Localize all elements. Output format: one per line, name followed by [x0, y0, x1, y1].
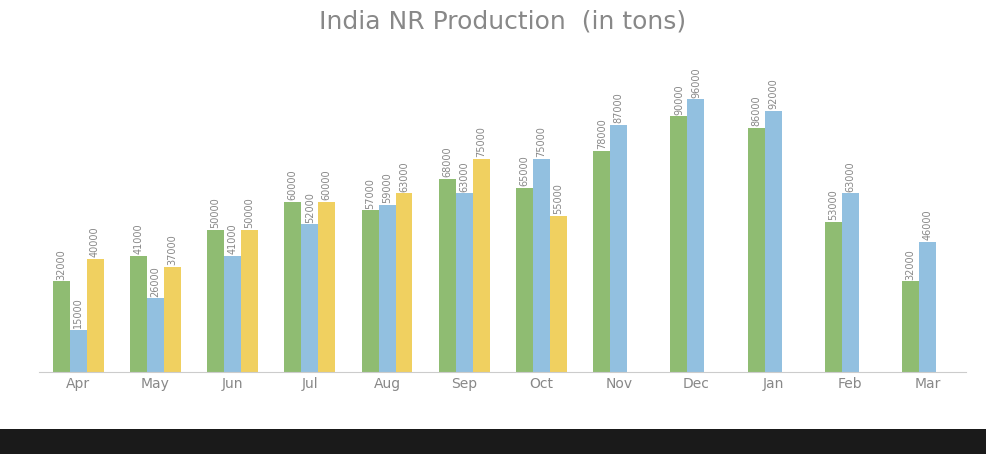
Bar — [919, 242, 936, 372]
Bar — [302, 224, 318, 372]
Text: 86000: 86000 — [751, 95, 761, 126]
Text: 75000: 75000 — [536, 127, 546, 158]
Text: 53000: 53000 — [828, 189, 838, 220]
Bar — [241, 230, 258, 372]
Text: 65000: 65000 — [520, 155, 529, 186]
Bar — [533, 159, 550, 372]
Bar — [87, 259, 104, 372]
Text: 55000: 55000 — [553, 183, 563, 214]
Bar — [516, 188, 533, 372]
Bar — [825, 222, 842, 372]
Bar — [670, 117, 687, 372]
Text: 46000: 46000 — [923, 209, 933, 240]
Bar — [70, 330, 87, 372]
Text: 41000: 41000 — [228, 223, 238, 254]
Text: 78000: 78000 — [597, 118, 606, 149]
Bar — [224, 256, 241, 372]
Text: 40000: 40000 — [90, 226, 100, 257]
Text: 26000: 26000 — [150, 266, 161, 296]
Text: 37000: 37000 — [168, 235, 177, 266]
Text: 57000: 57000 — [365, 178, 375, 208]
Bar — [472, 159, 490, 372]
Text: 63000: 63000 — [459, 161, 469, 192]
Bar — [362, 210, 379, 372]
Text: 92000: 92000 — [768, 79, 778, 109]
Bar — [207, 230, 224, 372]
Bar — [147, 298, 164, 372]
Text: 90000: 90000 — [674, 84, 684, 115]
Bar — [765, 111, 782, 372]
Title: India NR Production  (in tons): India NR Production (in tons) — [319, 10, 686, 34]
Bar — [456, 193, 472, 372]
Text: 50000: 50000 — [245, 197, 254, 228]
Bar — [550, 216, 567, 372]
Bar — [130, 256, 147, 372]
Text: 60000: 60000 — [321, 169, 331, 200]
Text: 96000: 96000 — [691, 67, 701, 98]
Bar — [379, 205, 395, 372]
Text: 60000: 60000 — [288, 169, 298, 200]
Text: 75000: 75000 — [476, 127, 486, 158]
Text: 59000: 59000 — [382, 172, 392, 203]
Text: 63000: 63000 — [399, 161, 409, 192]
Text: 32000: 32000 — [56, 249, 66, 280]
Bar — [318, 202, 335, 372]
Text: 32000: 32000 — [906, 249, 916, 280]
Text: 52000: 52000 — [305, 192, 315, 223]
Bar — [610, 125, 627, 372]
Bar — [687, 99, 704, 372]
Bar — [284, 202, 302, 372]
Bar — [902, 281, 919, 372]
Text: 63000: 63000 — [845, 161, 856, 192]
Bar — [439, 179, 456, 372]
Bar — [594, 151, 610, 372]
Text: 50000: 50000 — [211, 197, 221, 228]
Text: 87000: 87000 — [613, 93, 624, 123]
Text: 41000: 41000 — [133, 223, 143, 254]
Bar — [164, 267, 180, 372]
Bar — [747, 128, 765, 372]
Text: 68000: 68000 — [443, 147, 453, 178]
Legend: FY-20, FY-21, FY-22: FY-20, FY-21, FY-22 — [407, 444, 599, 454]
Bar — [52, 281, 70, 372]
Bar — [395, 193, 412, 372]
Bar — [842, 193, 859, 372]
Text: 15000: 15000 — [73, 297, 83, 328]
